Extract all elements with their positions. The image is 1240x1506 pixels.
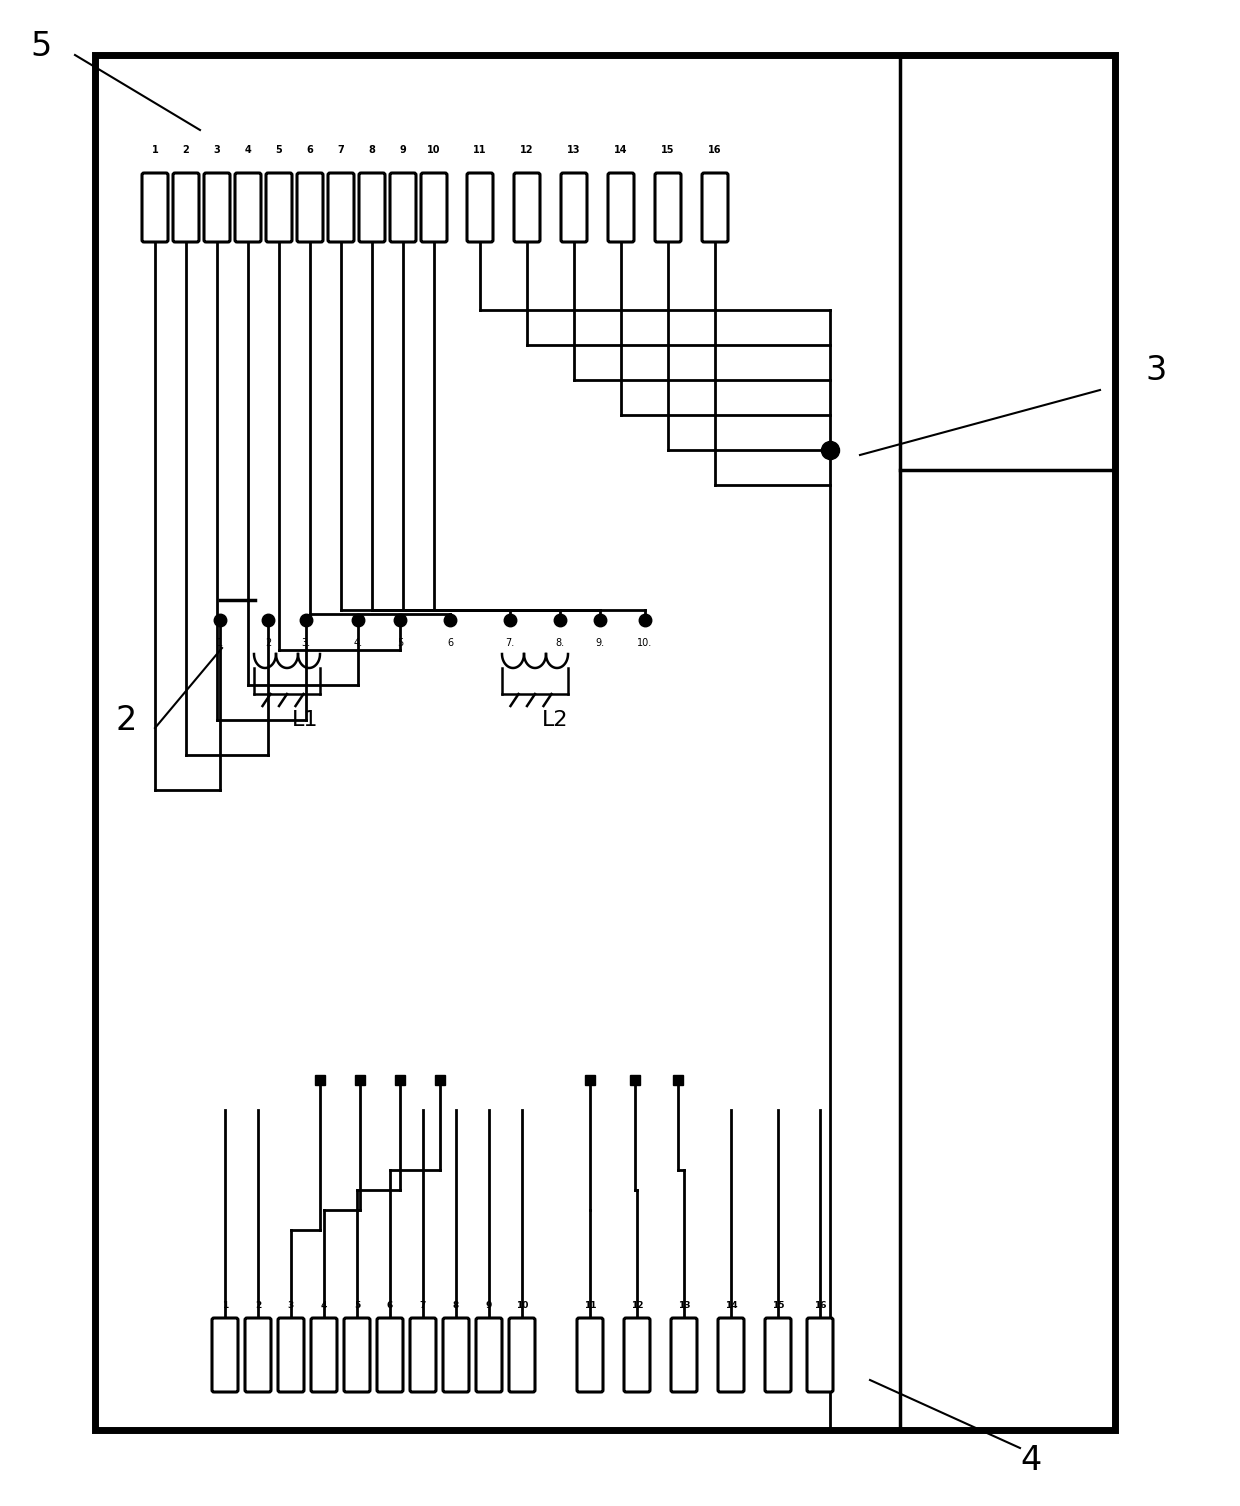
FancyBboxPatch shape xyxy=(174,173,198,242)
Text: 4: 4 xyxy=(244,145,252,155)
Text: L1: L1 xyxy=(291,709,319,730)
FancyBboxPatch shape xyxy=(422,173,446,242)
FancyBboxPatch shape xyxy=(560,173,587,242)
Text: 9: 9 xyxy=(399,145,407,155)
FancyBboxPatch shape xyxy=(246,1318,272,1392)
Text: 10: 10 xyxy=(428,145,440,155)
Text: 5: 5 xyxy=(353,1301,360,1310)
FancyBboxPatch shape xyxy=(577,1318,603,1392)
FancyBboxPatch shape xyxy=(329,173,353,242)
Text: 7: 7 xyxy=(337,145,345,155)
Text: 6: 6 xyxy=(446,639,453,648)
FancyBboxPatch shape xyxy=(236,173,260,242)
Text: 5: 5 xyxy=(30,30,51,63)
Text: 8.: 8. xyxy=(556,639,564,648)
Text: 4: 4 xyxy=(321,1301,327,1310)
FancyBboxPatch shape xyxy=(311,1318,337,1392)
Text: 5: 5 xyxy=(397,639,403,648)
Text: 14: 14 xyxy=(614,145,627,155)
Text: 14: 14 xyxy=(724,1301,738,1310)
Text: 11: 11 xyxy=(584,1301,596,1310)
Text: 15: 15 xyxy=(771,1301,784,1310)
Text: 1: 1 xyxy=(217,639,223,648)
FancyBboxPatch shape xyxy=(515,173,539,242)
Text: 11: 11 xyxy=(474,145,487,155)
Text: 6: 6 xyxy=(387,1301,393,1310)
FancyBboxPatch shape xyxy=(377,1318,403,1392)
Text: 12: 12 xyxy=(631,1301,644,1310)
FancyBboxPatch shape xyxy=(671,1318,697,1392)
Text: 16: 16 xyxy=(708,145,722,155)
FancyBboxPatch shape xyxy=(278,1318,304,1392)
Text: 2: 2 xyxy=(265,639,272,648)
Text: 2: 2 xyxy=(255,1301,262,1310)
FancyBboxPatch shape xyxy=(718,1318,744,1392)
Text: 8: 8 xyxy=(368,145,376,155)
FancyBboxPatch shape xyxy=(391,173,415,242)
FancyBboxPatch shape xyxy=(765,1318,791,1392)
Text: L2: L2 xyxy=(542,709,568,730)
Text: 3: 3 xyxy=(1145,354,1167,387)
Bar xyxy=(95,56,1115,1431)
Text: 6: 6 xyxy=(306,145,314,155)
FancyBboxPatch shape xyxy=(205,173,229,242)
Text: 5: 5 xyxy=(275,145,283,155)
FancyBboxPatch shape xyxy=(298,173,322,242)
Text: 16: 16 xyxy=(813,1301,826,1310)
Text: 1: 1 xyxy=(151,145,159,155)
FancyBboxPatch shape xyxy=(443,1318,469,1392)
FancyBboxPatch shape xyxy=(467,173,494,242)
Text: 3.: 3. xyxy=(301,639,310,648)
FancyBboxPatch shape xyxy=(360,173,384,242)
Text: 10: 10 xyxy=(516,1301,528,1310)
Text: 3: 3 xyxy=(213,145,221,155)
FancyBboxPatch shape xyxy=(655,173,681,242)
Text: 7.: 7. xyxy=(506,639,515,648)
FancyBboxPatch shape xyxy=(267,173,291,242)
Text: 15: 15 xyxy=(661,145,675,155)
FancyBboxPatch shape xyxy=(702,173,728,242)
Text: 10.: 10. xyxy=(637,639,652,648)
FancyBboxPatch shape xyxy=(212,1318,238,1392)
FancyBboxPatch shape xyxy=(343,1318,370,1392)
Text: 13: 13 xyxy=(567,145,580,155)
Text: 1: 1 xyxy=(222,1301,228,1310)
Text: 2: 2 xyxy=(182,145,190,155)
FancyBboxPatch shape xyxy=(476,1318,502,1392)
FancyBboxPatch shape xyxy=(143,173,167,242)
Text: 3: 3 xyxy=(288,1301,294,1310)
Text: 8: 8 xyxy=(453,1301,459,1310)
Text: 12: 12 xyxy=(521,145,533,155)
Text: 4.: 4. xyxy=(353,639,362,648)
Text: 4: 4 xyxy=(1021,1443,1042,1476)
FancyBboxPatch shape xyxy=(410,1318,436,1392)
FancyBboxPatch shape xyxy=(624,1318,650,1392)
Text: 7: 7 xyxy=(420,1301,427,1310)
Text: 9: 9 xyxy=(486,1301,492,1310)
FancyBboxPatch shape xyxy=(508,1318,534,1392)
FancyBboxPatch shape xyxy=(608,173,634,242)
Text: 13: 13 xyxy=(678,1301,691,1310)
FancyBboxPatch shape xyxy=(807,1318,833,1392)
Text: 2: 2 xyxy=(115,703,136,736)
Text: 9.: 9. xyxy=(595,639,605,648)
